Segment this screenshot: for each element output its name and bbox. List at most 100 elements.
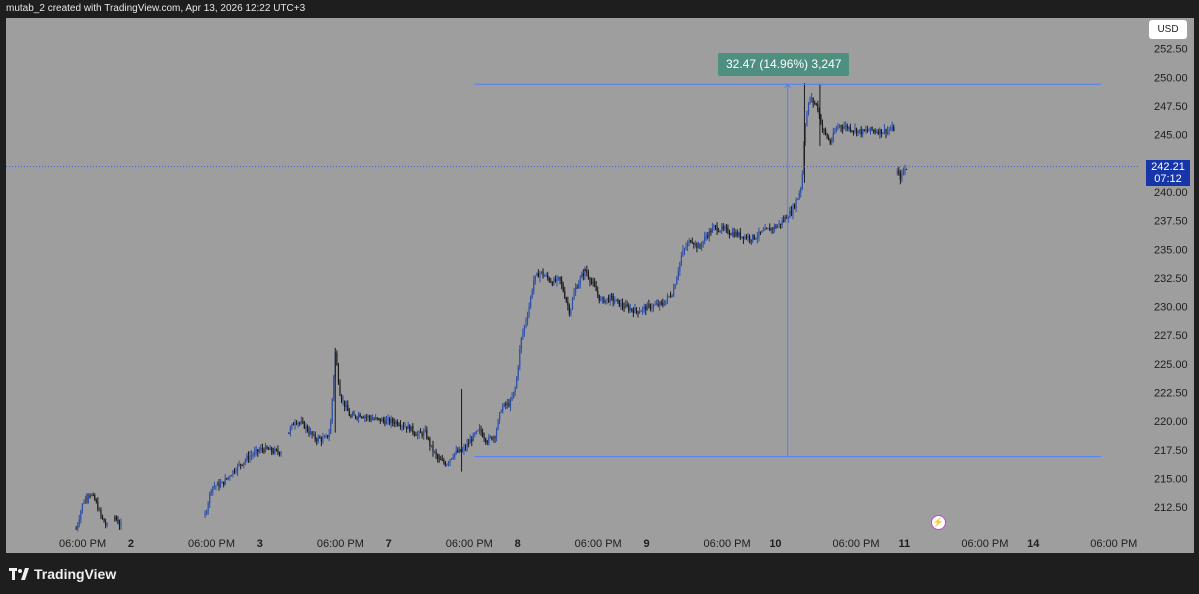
candle-body — [494, 436, 496, 439]
brand-name: TradingView — [34, 566, 117, 582]
candle-body — [823, 129, 825, 131]
currency-button[interactable]: USD — [1149, 20, 1187, 39]
candle-body — [584, 269, 586, 271]
candle-body — [540, 271, 543, 273]
candle-body — [295, 422, 298, 424]
candle-body — [396, 421, 398, 425]
candle-body — [486, 441, 488, 443]
candle-body — [773, 225, 776, 230]
candle-body — [344, 400, 346, 407]
last-price-value: 242.21 — [1151, 161, 1185, 173]
chart-area[interactable]: 252.50 250.00 247.50 245.00 240.00 237.50 235.… — [6, 18, 1194, 553]
time-axis-tick-label: 06:00 PM — [59, 538, 106, 550]
time-axis[interactable] — [6, 532, 1194, 553]
candle-body — [536, 273, 538, 276]
candle-body — [756, 236, 758, 239]
candle-body — [210, 490, 212, 493]
time-axis-tick-label: 06:00 PM — [832, 538, 879, 550]
tradingview-logo[interactable]: TradingView — [9, 566, 116, 582]
candle-body — [430, 444, 433, 446]
candle-body — [820, 114, 822, 125]
candle-body — [852, 130, 855, 132]
candle-body — [750, 239, 752, 241]
price-axis-tick-label: 245.00 — [1154, 130, 1188, 142]
price-axis-tick-label: 225.00 — [1154, 359, 1188, 371]
candle-body — [303, 421, 305, 429]
candle-body — [749, 236, 751, 240]
bar-countdown: 07:12 — [1154, 173, 1182, 185]
candle-body — [426, 429, 428, 439]
lightning-icon[interactable]: ⚡ — [931, 515, 946, 530]
candle-body — [735, 232, 737, 237]
candle-body — [114, 517, 116, 519]
candle-body — [446, 464, 448, 466]
candle-body — [387, 418, 389, 420]
price-axis-tick-label: 215.00 — [1154, 473, 1188, 485]
candle-body — [258, 450, 260, 452]
candle-body — [316, 439, 318, 441]
candle-body — [351, 414, 353, 417]
candle-body — [427, 438, 429, 440]
candle-body — [401, 425, 403, 427]
candle-body — [226, 478, 228, 480]
candle-body — [902, 171, 905, 173]
candle-body — [264, 446, 267, 452]
candle-body — [804, 125, 807, 143]
last-price-tag: 242.21 07:12 — [1146, 160, 1190, 186]
candle-body — [92, 494, 94, 496]
chart-canvas[interactable]: 252.50 250.00 247.50 245.00 240.00 237.50 235.… — [6, 18, 1194, 553]
candle-body — [407, 425, 409, 429]
candle-body — [784, 216, 786, 221]
candle-body — [450, 458, 453, 460]
candle-body — [306, 426, 309, 431]
candle-body — [886, 130, 889, 134]
candle-body — [690, 240, 692, 243]
candle-body — [803, 142, 805, 174]
candle-body — [665, 300, 667, 305]
candle-body — [105, 522, 107, 525]
candle-body — [506, 402, 508, 406]
candle-body — [429, 438, 431, 446]
candle-body — [568, 305, 570, 314]
candle-body — [733, 232, 735, 237]
time-axis-tick-label: 14 — [1027, 538, 1040, 550]
candle-body — [268, 448, 270, 450]
candle-body — [834, 131, 836, 133]
candle-body — [595, 286, 597, 292]
candle-body — [767, 228, 769, 230]
candle-body — [519, 349, 521, 367]
candle-body — [862, 129, 864, 135]
candle-body — [311, 431, 313, 435]
candle-body — [854, 128, 856, 131]
candle-body — [821, 124, 824, 130]
candle-body — [879, 129, 881, 135]
candle-body — [347, 405, 349, 411]
candle-body — [252, 454, 254, 456]
candle-body — [77, 524, 79, 529]
candle-body — [554, 279, 557, 282]
time-axis-tick-label: 3 — [257, 538, 263, 550]
candle-body — [376, 417, 378, 419]
candle-body — [271, 447, 273, 452]
candle-body — [221, 481, 223, 484]
candle-body — [625, 304, 627, 309]
candle-body — [898, 171, 900, 174]
candle-body — [885, 128, 887, 134]
candle-body — [761, 230, 763, 233]
candle-body — [883, 128, 886, 133]
candle-body — [753, 234, 755, 240]
candle-body — [764, 228, 766, 231]
candle-body — [688, 240, 690, 244]
candle-body — [770, 227, 772, 231]
candle-body — [696, 243, 698, 249]
time-axis-tick-label: 06:00 PM — [446, 538, 493, 550]
measure-result-label[interactable]: 32.47 (14.96%) 3,247 — [718, 53, 850, 76]
candle-body — [806, 113, 808, 126]
candle-body — [871, 127, 873, 131]
candle-body — [86, 498, 88, 500]
candle-body — [840, 125, 842, 128]
candle-body — [612, 296, 614, 302]
candle-body — [739, 232, 741, 238]
candle-body — [272, 451, 274, 454]
price-axis[interactable] — [1140, 18, 1194, 553]
